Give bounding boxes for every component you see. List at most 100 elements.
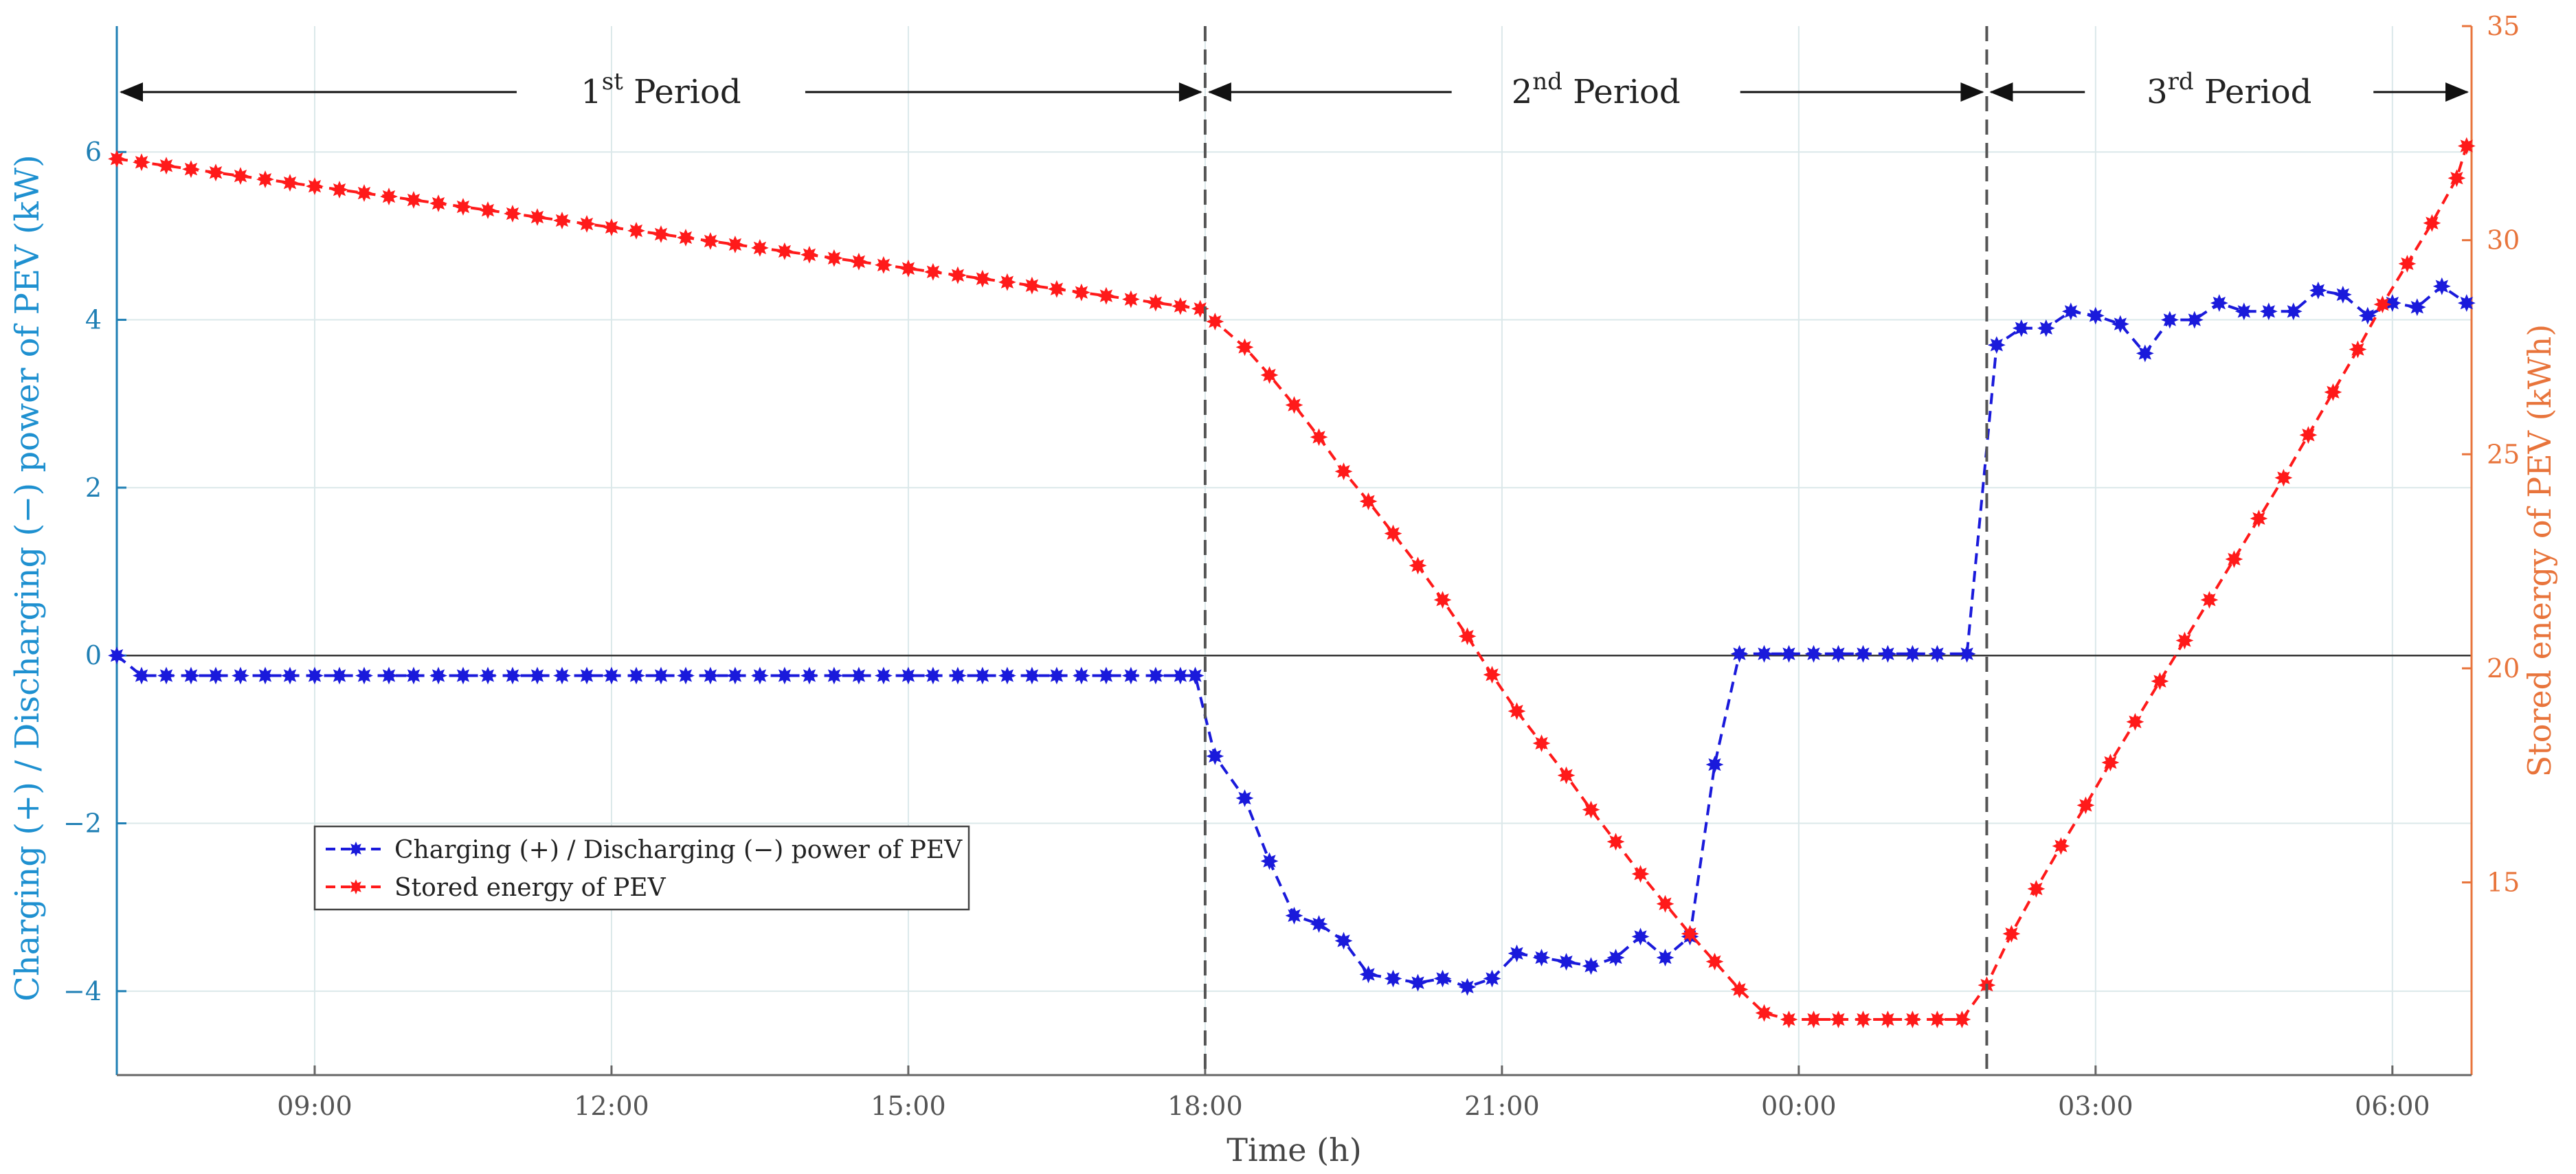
data-point-energy — [1409, 556, 1427, 575]
data-point-energy — [750, 239, 769, 257]
data-point-energy — [182, 160, 200, 179]
data-point-power — [1987, 336, 2006, 354]
data-point-power — [998, 666, 1016, 685]
data-point-energy — [899, 259, 917, 278]
period-arrow-head-left — [120, 82, 143, 102]
data-point-energy — [1508, 702, 1526, 721]
data-point-power — [1334, 932, 1353, 950]
data-point-energy — [553, 212, 571, 229]
data-point-power — [306, 666, 324, 685]
data-point-power — [800, 666, 818, 685]
data-point-energy — [2373, 295, 2392, 314]
data-point-energy — [849, 252, 868, 271]
data-point-energy — [1359, 492, 1378, 510]
right-tick-label: 30 — [2487, 225, 2520, 256]
data-point-power — [2185, 311, 2204, 329]
x-tick-label: 00:00 — [1761, 1091, 1837, 1121]
data-point-energy — [1804, 1011, 1823, 1028]
legend-label-energy: Stored energy of PEV — [394, 874, 667, 902]
data-point-energy — [1606, 833, 1625, 851]
data-point-energy — [1458, 627, 1477, 646]
data-point-energy — [2250, 509, 2268, 528]
data-point-power — [2259, 302, 2278, 321]
data-point-energy — [2225, 550, 2243, 568]
period-label: 1st Period — [581, 68, 741, 111]
data-point-power — [1483, 969, 1501, 988]
data-point-power — [1903, 644, 1922, 663]
data-point-power — [1146, 666, 1165, 685]
data-point-energy — [1072, 283, 1090, 302]
period-word: Period — [2194, 73, 2312, 111]
x-tick-label: 12:00 — [574, 1091, 649, 1121]
data-point-energy — [2151, 672, 2169, 690]
data-point-power — [923, 666, 942, 685]
data-point-power — [232, 666, 249, 685]
data-point-energy — [1879, 1011, 1897, 1028]
data-point-energy — [998, 273, 1016, 291]
data-point-power — [380, 666, 398, 685]
data-point-energy — [1730, 980, 1749, 999]
data-point-energy — [1047, 280, 1066, 298]
series-layer — [108, 137, 2476, 1028]
left-tick-label: 0 — [85, 640, 102, 670]
data-point-power — [652, 666, 670, 685]
period-ordinal-suffix: nd — [1532, 68, 1563, 95]
x-axis-label: Time (h) — [1227, 1131, 1361, 1169]
legend-marker-energy — [348, 879, 363, 894]
left-tick-label: 4 — [85, 305, 102, 335]
data-point-energy — [454, 198, 472, 216]
data-point-energy — [429, 194, 447, 212]
data-point-power — [1958, 644, 1976, 663]
data-point-power — [2333, 285, 2352, 304]
data-point-energy — [256, 170, 274, 189]
data-point-power — [1804, 644, 1823, 663]
data-point-power — [1656, 949, 1675, 967]
data-point-energy — [1146, 293, 1165, 312]
data-point-power — [2383, 294, 2401, 313]
data-point-energy — [2052, 837, 2070, 855]
data-point-power — [874, 666, 893, 685]
data-point-power — [1171, 666, 1189, 685]
data-point-energy — [281, 174, 299, 192]
period-label: 2nd Period — [1512, 68, 1681, 111]
data-point-energy — [306, 177, 324, 196]
data-point-power — [1829, 644, 1848, 663]
data-point-power — [1755, 644, 1773, 663]
data-point-power — [899, 666, 917, 685]
data-point-power — [1780, 644, 1798, 663]
data-point-energy — [1206, 313, 1224, 331]
legend-marker-power — [348, 842, 363, 857]
data-point-power — [2086, 306, 2105, 325]
data-point-energy — [1780, 1011, 1798, 1028]
data-point-energy — [355, 184, 373, 203]
right-tick-label: 20 — [2487, 653, 2520, 684]
data-point-energy — [405, 191, 423, 209]
data-point-energy — [479, 201, 497, 219]
data-point-energy — [207, 163, 225, 182]
data-point-energy — [1171, 297, 1189, 315]
data-point-power — [454, 666, 472, 685]
data-point-power — [1359, 965, 1378, 984]
data-point-power — [1606, 949, 1625, 967]
data-point-energy — [603, 218, 620, 236]
data-point-energy — [1483, 666, 1501, 684]
data-point-power — [1928, 644, 1947, 663]
data-point-energy — [701, 232, 719, 250]
x-tick-label: 15:00 — [871, 1091, 946, 1121]
data-point-power — [108, 646, 126, 665]
data-point-power — [281, 666, 299, 685]
data-point-energy — [627, 222, 645, 240]
data-point-power — [1409, 973, 1427, 992]
period-arrow-head-right — [1178, 82, 1202, 102]
data-point-power — [2160, 311, 2179, 329]
data-point-power — [701, 666, 719, 685]
data-point-power — [355, 666, 373, 685]
data-point-energy — [1755, 1004, 1773, 1022]
data-point-energy — [2423, 214, 2441, 232]
right-tick-label: 35 — [2487, 11, 2520, 41]
data-point-power — [1285, 906, 1303, 925]
right-y-axis-label: Stored energy of PEV (kWh) — [2521, 324, 2558, 777]
data-point-energy — [800, 245, 818, 264]
data-point-energy — [825, 249, 843, 267]
